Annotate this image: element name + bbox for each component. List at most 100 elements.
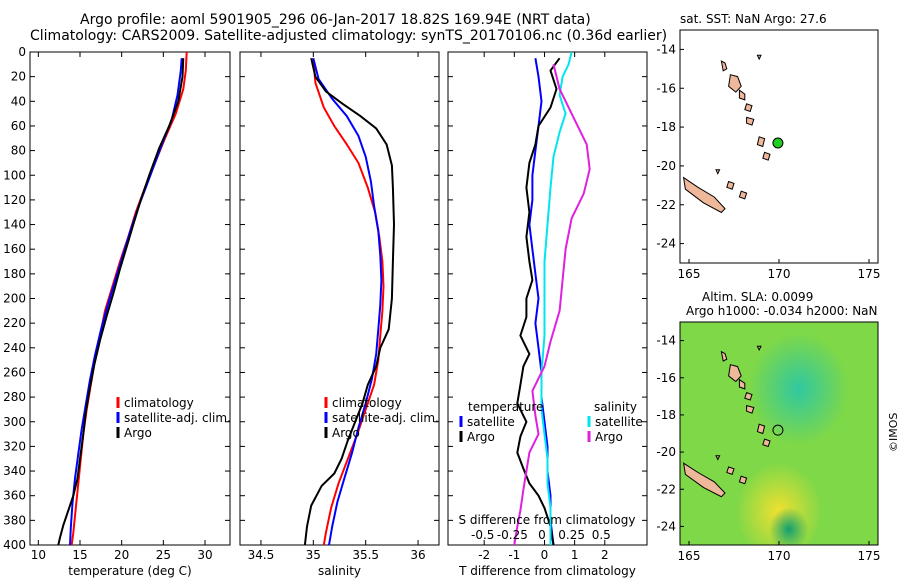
island-shape <box>738 190 748 200</box>
legend-title-temperature: temperature <box>468 400 543 414</box>
sst-map: -14 -16 -18 -20 -22 -24 165 170 175 <box>656 29 880 281</box>
x-axis-label: salinity <box>318 564 361 578</box>
depth-tick-label: 300 <box>3 415 26 429</box>
lat-tick-label: -18 <box>656 120 676 134</box>
island-shape <box>756 423 766 435</box>
lat-tick-label: -20 <box>656 159 676 173</box>
x-tick-label: -1 <box>508 548 520 562</box>
island-shape <box>738 378 746 390</box>
lat-tick-label: -16 <box>656 81 676 95</box>
lat-tick-label: -24 <box>656 519 676 533</box>
x-axis-label: T difference from climatology <box>458 564 636 578</box>
lat-tick-label: -24 <box>656 237 676 251</box>
x-tick-label: 36 <box>410 548 425 562</box>
series-line-satellite-adj-clim- <box>69 58 183 546</box>
lon-tick-label: 165 <box>678 549 701 563</box>
series-line-s-argo <box>513 64 591 546</box>
island-shape <box>715 169 721 175</box>
profile-panel-1: 0 20 40 60 80 100 120 140 160 180 200 220 240 260 280 3… <box>3 45 231 578</box>
depth-tick-label: 240 <box>3 341 26 355</box>
depth-tick-label: 280 <box>3 390 26 404</box>
island-shape <box>682 462 726 498</box>
depth-tick-label: 340 <box>3 464 26 478</box>
island-shape <box>738 475 748 485</box>
series-line-s-satellite <box>540 51 573 545</box>
lat-tick-label: -18 <box>656 408 676 422</box>
plot-title-line-2: Climatology: CARS2009. Satellite-adjuste… <box>30 28 668 44</box>
legend-label: satellite <box>467 415 515 429</box>
s-axis-label: S difference from climatology <box>459 513 636 527</box>
depth-tick-label: 40 <box>11 94 26 108</box>
x-tick-label: 35 <box>306 548 321 562</box>
series-line-satellite-adj-clim- <box>312 57 383 546</box>
x-tick-label: 2 <box>601 548 609 562</box>
lon-tick-label: 175 <box>858 549 881 563</box>
island-shape <box>728 74 742 93</box>
legend-label: climatology <box>124 396 194 410</box>
lat-tick-label: -14 <box>656 42 676 56</box>
lat-tick-label: -16 <box>656 371 676 385</box>
series-line-t-satellite <box>528 58 555 546</box>
island-shape <box>682 176 726 214</box>
lon-tick-label: 170 <box>768 549 791 563</box>
lon-tick-label: 170 <box>768 267 791 281</box>
x-axis-label: temperature (deg C) <box>68 564 191 578</box>
depth-tick-label: 320 <box>3 439 26 453</box>
depth-tick-label: 220 <box>3 316 26 330</box>
depth-tick-label: 140 <box>3 218 26 232</box>
lat-tick-label: -20 <box>656 445 676 459</box>
s-tick-label: -0.5 <box>471 528 494 542</box>
legend-label: Argo <box>332 426 360 440</box>
sst-map-title: sat. SST: NaN Argo: 27.6 <box>680 12 827 26</box>
legend-label: Argo <box>595 430 623 444</box>
sla-map-title-line-1: Altim. SLA: 0.0099 <box>702 290 814 304</box>
plot-frame <box>239 51 440 546</box>
s-tick-label: 0 <box>538 528 546 542</box>
island-shape <box>744 391 753 401</box>
x-tick-label: 1 <box>571 548 579 562</box>
x-tick-label: 15 <box>72 548 87 562</box>
x-tick-label: -2 <box>478 548 490 562</box>
island-shape <box>762 438 771 448</box>
legend-label: satellite-adj. clim. <box>332 411 439 425</box>
legend-title-salinity: salinity <box>594 400 637 414</box>
island-shape <box>746 116 755 126</box>
depth-tick-label: 180 <box>3 267 26 281</box>
profile-panel-3: -2 -1 0 1 2 T difference from climatology -0.5… <box>447 51 648 578</box>
x-tick-label: 25 <box>156 548 171 562</box>
legend-label: satellite <box>595 415 643 429</box>
island-shape <box>726 466 735 476</box>
island-shape <box>756 54 762 61</box>
s-tick-label: 0.5 <box>592 528 611 542</box>
island-shape <box>756 136 766 148</box>
island-shape <box>715 455 721 461</box>
depth-tick-label: 60 <box>11 119 26 133</box>
s-tick-label: -0.25 <box>497 528 528 542</box>
legend-label: satellite-adj. clim. <box>124 411 231 425</box>
argo-position-marker <box>772 137 784 149</box>
island-shape <box>720 350 728 362</box>
x-tick-label: 34.5 <box>248 548 275 562</box>
island-shape <box>762 151 771 161</box>
legend-label: Argo <box>467 430 495 444</box>
series-line-argo <box>57 58 185 546</box>
x-tick-label: 35.5 <box>352 548 379 562</box>
depth-tick-label: 20 <box>11 70 26 84</box>
legend-label: Argo <box>124 426 152 440</box>
series-line-argo <box>303 57 396 546</box>
depth-tick-label: 120 <box>3 193 26 207</box>
profile-panel-2: 34.5 35 35.5 36 salinity climatologysatellite… <box>239 51 440 578</box>
argo-position-marker <box>772 424 784 436</box>
s-tick-label: 0.25 <box>558 528 585 542</box>
depth-tick-label: 260 <box>3 365 26 379</box>
sla-map-title-line-2: Argo h1000: -0.034 h2000: NaN <box>686 304 878 318</box>
island-shape <box>726 180 735 190</box>
sla-map: -14 -16 -18 -20 -22 -24 165 170 175 <box>656 321 881 563</box>
x-tick-label: 20 <box>114 548 129 562</box>
x-tick-label: 30 <box>197 548 212 562</box>
depth-tick-label: 400 <box>3 538 26 552</box>
x-tick-label: 0 <box>541 548 549 562</box>
depth-tick-label: 80 <box>11 144 26 158</box>
series-line-climatology <box>312 58 385 546</box>
